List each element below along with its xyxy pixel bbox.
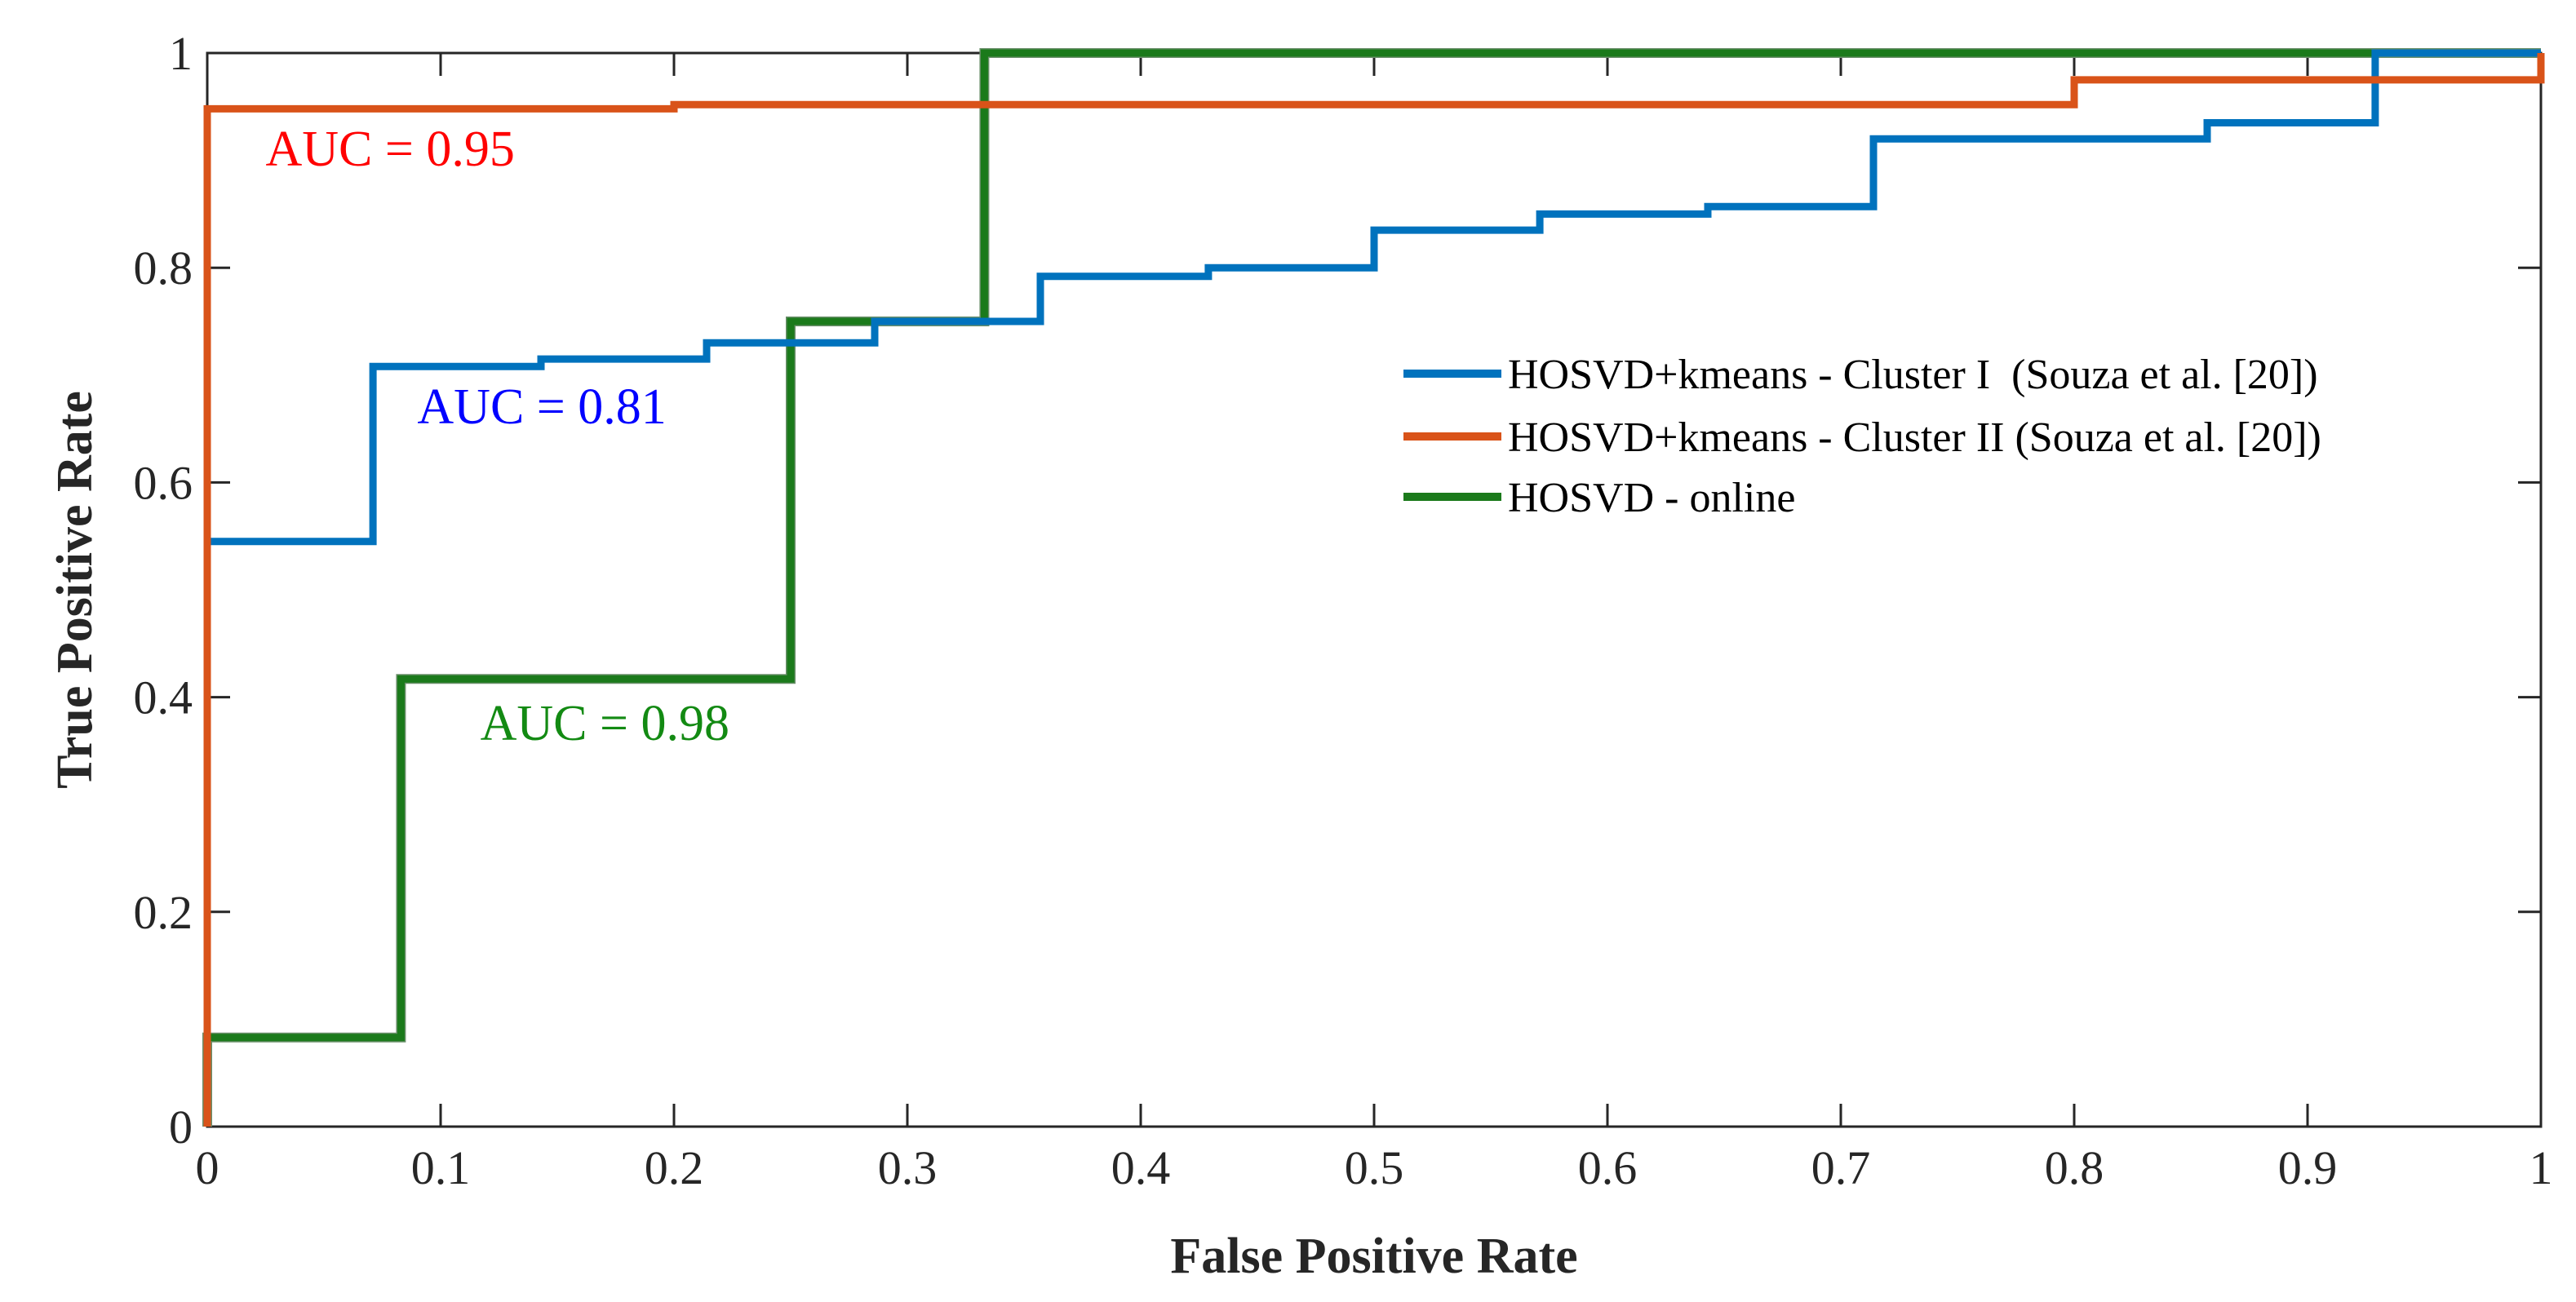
x-tick-label: 0.3	[878, 1141, 938, 1194]
axis-ticks: 0 0.1 0.2 0.3 0.4 0.5 0.6 0.7 0.8 0.9 1 0 0.2 0.4 0.6 0…	[134, 27, 2553, 1194]
series-line-2	[203, 53, 2545, 1127]
legend: HOSVD+kmeans - Cluster I (Souza et al. […	[1403, 352, 2321, 521]
legend-label: HOSVD - online	[1508, 475, 1795, 521]
y-tick-label: 0.4	[134, 671, 193, 724]
x-tick-label: 0.4	[1111, 1141, 1171, 1194]
x-tick-label: 0	[196, 1141, 219, 1194]
series-lines	[202, 48, 2545, 1127]
series-line-3	[203, 49, 2541, 1127]
auc-label: AUC = 0.95	[266, 122, 515, 177]
x-tick-label: 0.2	[645, 1141, 704, 1194]
auc-annotations: AUC = 0.95 AUC = 0.81 AUC = 0.98	[266, 122, 729, 751]
series-line-1	[203, 49, 2541, 1127]
plot-area	[206, 51, 2543, 1128]
x-tick-label: 0.8	[2045, 1141, 2104, 1194]
y-tick-label: 0.6	[134, 456, 193, 509]
x-tick-label: 0.7	[1811, 1141, 1871, 1194]
x-tick-label: 1	[2529, 1141, 2553, 1194]
legend-label: HOSVD+kmeans - Cluster I (Souza et al. […	[1508, 352, 2318, 398]
auc-label: AUC = 0.81	[417, 379, 666, 435]
y-tick-label: 1	[169, 27, 193, 80]
x-axis-title: False Positive Rate	[1170, 1229, 1577, 1284]
y-tick-label: 0	[169, 1100, 193, 1154]
auc-label: AUC = 0.98	[481, 696, 729, 751]
y-tick-label: 0.8	[134, 241, 193, 294]
y-axis-title: True Positive Rate	[47, 391, 103, 789]
x-tick-label: 0.5	[1345, 1141, 1404, 1194]
x-tick-label: 0.1	[411, 1141, 471, 1194]
legend-label: HOSVD+kmeans - Cluster II (Souza et al. …	[1508, 414, 2321, 461]
y-tick-label: 0.2	[134, 886, 193, 939]
x-tick-label: 0.9	[2278, 1141, 2338, 1194]
x-tick-label: 0.6	[1578, 1141, 1638, 1194]
